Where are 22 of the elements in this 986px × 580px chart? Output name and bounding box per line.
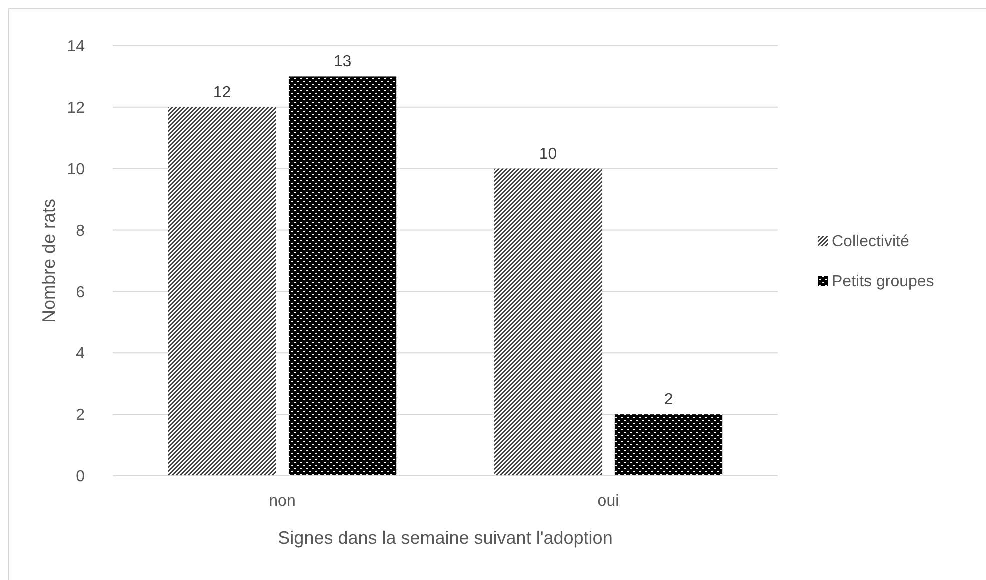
bar bbox=[168, 107, 276, 476]
legend-label: Petits groupes bbox=[832, 274, 934, 291]
x-tick-label: oui bbox=[598, 493, 620, 510]
y-tick-label: 14 bbox=[67, 38, 86, 56]
bar bbox=[494, 168, 602, 476]
y-tick-label: 2 bbox=[76, 407, 86, 424]
y-axis-title: Nombre de rats bbox=[39, 198, 59, 324]
y-tick-label: 0 bbox=[76, 468, 86, 486]
data-label: 2 bbox=[664, 392, 674, 409]
data-label: 12 bbox=[213, 84, 232, 102]
y-tick-label: 10 bbox=[67, 161, 86, 178]
y-tick-label: 4 bbox=[76, 346, 86, 363]
data-label: 13 bbox=[334, 54, 352, 71]
y-tick-label: 12 bbox=[67, 100, 86, 118]
data-label: 10 bbox=[539, 146, 558, 163]
bar bbox=[288, 76, 397, 476]
y-tick-label: 6 bbox=[76, 284, 86, 302]
x-axis-title: Signes dans la semaine suivant l'adoption bbox=[278, 528, 613, 548]
x-tick-label: non bbox=[269, 493, 296, 510]
y-tick-label: 8 bbox=[76, 222, 86, 240]
legend-label: Collectivité bbox=[832, 234, 910, 251]
bar bbox=[614, 414, 723, 476]
